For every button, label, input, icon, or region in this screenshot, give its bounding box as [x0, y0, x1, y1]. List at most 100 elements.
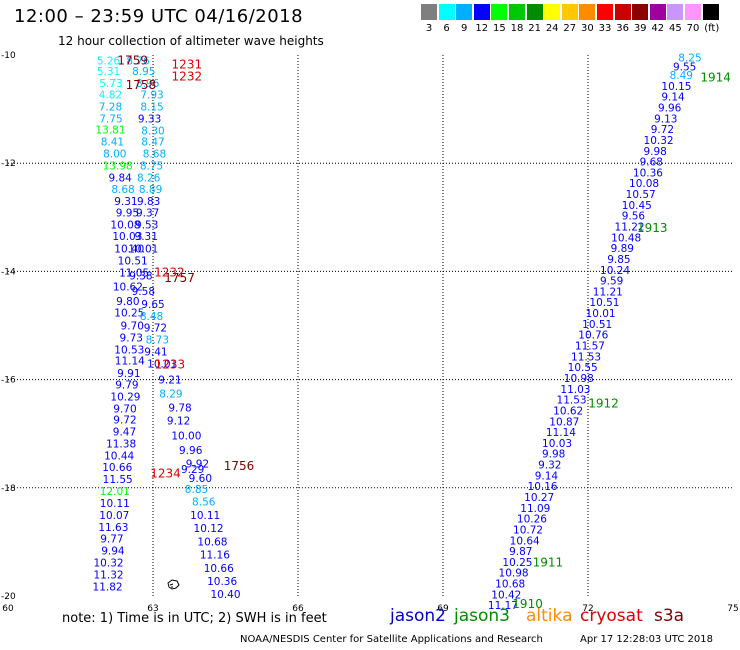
wave-height-value: 10.25 [502, 557, 532, 569]
wave-height-value: 8.68 [111, 184, 134, 196]
wave-height-value: 10.36 [207, 576, 237, 588]
wave-height-value: 9.73 [120, 332, 143, 344]
wave-height-value: 10.98 [564, 373, 594, 385]
x-tick-label: 63 [147, 604, 158, 614]
wave-height-value: 11.16 [200, 549, 230, 561]
pass-time-label: 1913 [637, 221, 668, 235]
wave-height-value: 9.58 [132, 286, 155, 298]
wave-height-value: 4.82 [99, 89, 122, 101]
wave-height-value: 8.76 [126, 55, 150, 67]
wave-height-value: 10.68 [197, 536, 227, 548]
wave-height-value: 9.78 [168, 403, 191, 415]
wave-height-value: 9.91 [117, 368, 140, 380]
wave-height-value: 9.14 [661, 92, 685, 104]
pass-time-label: 1911 [533, 555, 564, 569]
wave-height-value: 8.41 [101, 137, 124, 149]
color-scale-label: 70 [686, 23, 700, 34]
wave-height-value: 10.87 [549, 416, 579, 428]
color-swatch [561, 4, 578, 20]
wave-height-value: 13.98 [103, 160, 133, 172]
color-scale-label: 33 [598, 23, 612, 34]
color-scale-label: 39 [633, 23, 647, 34]
color-scale-label: 15 [493, 23, 506, 34]
x-tick-label: 66 [292, 604, 304, 614]
y-tick-label: -12 [1, 159, 16, 169]
pass-time-label: 1234 [150, 467, 181, 481]
legend-jason3: jason3 [454, 606, 510, 626]
wave-height-value: 8.96 [136, 78, 160, 90]
wave-height-value: 9.41 [144, 346, 167, 358]
wave-height-value: 10.32 [94, 557, 124, 569]
color-scale-label: 21 [528, 23, 541, 34]
wave-height-value: 8.85 [185, 484, 208, 496]
wave-height-value: 10.40 [114, 244, 144, 256]
color-scale-label: 36 [616, 23, 629, 34]
wave-height-value: 7.93 [140, 89, 163, 101]
wave-height-value: 10.48 [611, 232, 641, 244]
color-swatch [579, 4, 596, 20]
wave-height-value: 10.11 [100, 498, 130, 510]
wave-height-value: 10.24 [600, 265, 630, 277]
color-swatch [456, 4, 473, 20]
wave-height-value: 9.47 [113, 427, 136, 439]
wave-height-value: 10.08 [110, 219, 140, 231]
wave-height-value: 11.38 [106, 438, 136, 450]
x-tick-label: 75 [727, 604, 738, 614]
wave-height-value: 10.98 [499, 568, 529, 580]
legend-jason2: jason2 [390, 606, 446, 626]
wave-height-value: 8.68 [143, 148, 166, 160]
pass-time-label: 1757 [164, 271, 195, 285]
wave-height-value: 9.12 [167, 416, 190, 428]
wave-height-value: 10.27 [524, 492, 554, 504]
wave-height-value: 10.08 [629, 178, 659, 190]
wave-height-value: 10.66 [102, 462, 132, 474]
wave-height-values: 5.265.315.734.827.287.7513.818.418.0013.… [93, 53, 702, 612]
map-title: 12:00 – 23:59 UTC 04/16/2018 [14, 6, 304, 27]
wave-height-value: 9.85 [607, 254, 630, 266]
wave-height-value: 9.29 [181, 464, 204, 476]
pass-time-label: 1233 [155, 357, 186, 371]
color-scale-label: 18 [510, 23, 524, 34]
wave-height-value: 9.72 [651, 124, 674, 136]
color-scale-label: 3 [425, 23, 433, 34]
map-subtitle: 12 hour collection of altimeter wave hei… [58, 34, 324, 48]
wave-height-value: 9.31 [135, 231, 158, 243]
wave-height-value: 8.29 [159, 389, 182, 401]
wave-height-value: 8.25 [678, 53, 701, 65]
wave-height-value: 10.72 [513, 524, 543, 536]
color-swatch [544, 4, 561, 20]
wave-height-value: 8.73 [146, 335, 169, 347]
wave-height-value: 10.03 [542, 438, 572, 450]
wave-height-value: 5.26 [97, 55, 121, 67]
wave-height-value: 8.48 [140, 311, 163, 323]
wave-height-value: 10.62 [553, 405, 583, 417]
color-swatch [614, 4, 631, 20]
wave-height-value: 11.22 [615, 221, 645, 233]
color-swatch [667, 4, 684, 20]
color-swatch [685, 4, 701, 20]
wave-height-value: 10.55 [568, 362, 598, 374]
wave-height-value: 13.81 [95, 125, 125, 137]
color-swatch [509, 4, 525, 20]
wave-height-value: 10.00 [171, 430, 201, 442]
generated-timestamp: Apr 17 12:28:03 UTC 2018 [580, 634, 713, 645]
wave-height-value: 9.68 [640, 157, 663, 169]
wave-height-value: 8.75 [140, 160, 163, 172]
wave-height-value: 10.15 [661, 81, 691, 93]
x-tick-label: 69 [437, 604, 449, 614]
wave-height-value: 11.63 [98, 522, 128, 534]
wave-height-value: 9.98 [643, 146, 666, 158]
pass-time-label: 1756 [224, 459, 255, 473]
wave-height-value: 9.80 [116, 296, 139, 308]
wave-height-value: 10.45 [622, 200, 652, 212]
wave-height-value: 7.28 [99, 101, 122, 113]
color-swatch [702, 4, 719, 20]
wave-height-value: 10.36 [633, 167, 663, 179]
wave-height-value: 9.37 [136, 207, 159, 219]
y-tick-label: -20 [1, 592, 16, 602]
wave-height-value: 5.73 [99, 78, 122, 90]
wave-height-value: 10.12 [194, 523, 224, 535]
wave-height-value: 10.01 [128, 244, 158, 256]
wave-height-value: 10.51 [118, 256, 148, 268]
color-swatch [473, 4, 490, 20]
